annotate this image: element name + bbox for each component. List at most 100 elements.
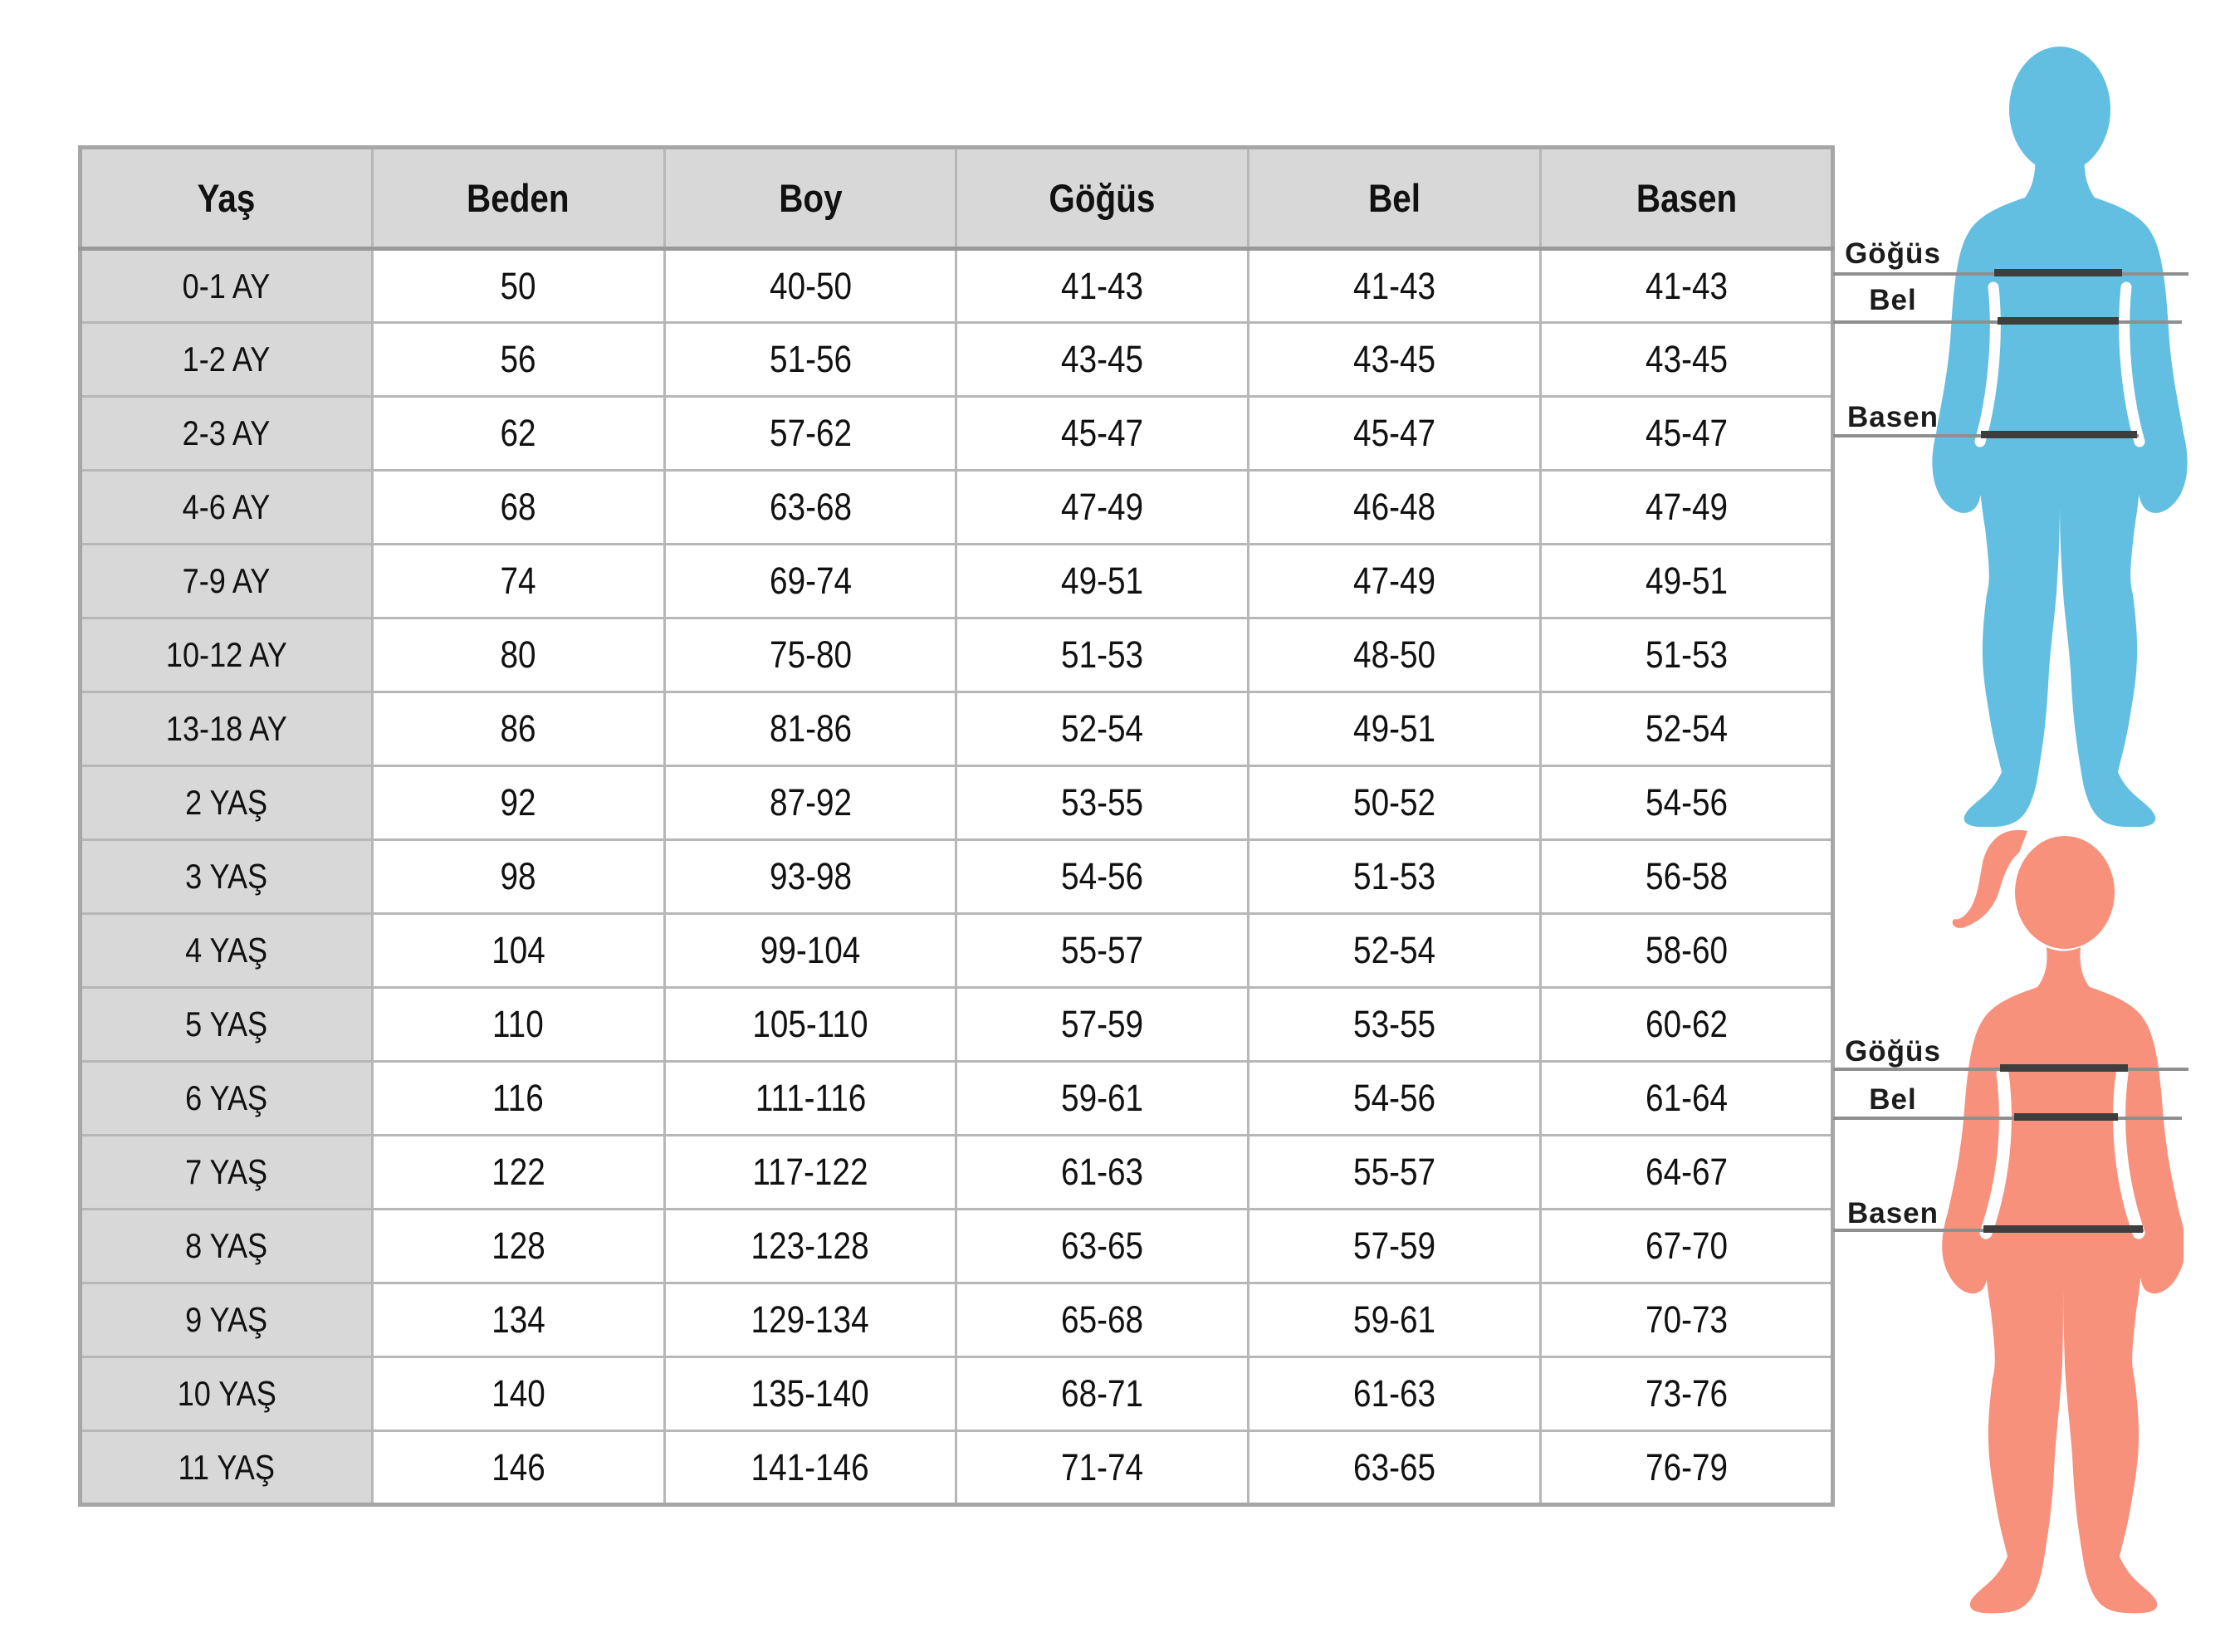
size-cell: 41-43 bbox=[955, 247, 1250, 324]
girl-bel-line-thin bbox=[1833, 1117, 2182, 1120]
boy-basen-line-thick bbox=[1981, 431, 2137, 438]
col-header-boy: Boy bbox=[663, 146, 958, 251]
size-cell: 64-67 bbox=[1539, 1134, 1834, 1210]
boy-gogus-line-thick bbox=[1994, 269, 2122, 276]
table-row: 13-18 AY 86 81-86 52-54 49-51 52-54 bbox=[79, 691, 1834, 767]
size-cell: 110 bbox=[370, 986, 666, 1063]
row-label: 0-1 AY bbox=[79, 247, 374, 324]
girl-gogus-label: Göğüs bbox=[1845, 1035, 1941, 1068]
size-cell: 50-52 bbox=[1247, 765, 1543, 841]
size-cell: 76-79 bbox=[1539, 1430, 1834, 1506]
girl-head bbox=[2015, 836, 2115, 949]
girl-silhouette bbox=[1942, 829, 2184, 1614]
size-cell: 45-47 bbox=[1247, 395, 1543, 472]
row-label: 10-12 AY bbox=[79, 617, 374, 693]
size-cell: 43-45 bbox=[1539, 321, 1834, 398]
girl-arm-gap-right bbox=[2113, 1067, 2145, 1239]
table-row: 2 YAŞ 92 87-92 53-55 50-52 54-56 bbox=[79, 765, 1834, 841]
header-row: Yaş Beden Boy Göğüs Bel Basen bbox=[79, 146, 1834, 251]
row-label: 4 YAŞ bbox=[79, 912, 374, 989]
table-row: 4-6 AY 68 63-68 47-49 46-48 47-49 bbox=[79, 469, 1834, 545]
row-label: 11 YAŞ bbox=[79, 1430, 374, 1506]
size-cell: 74 bbox=[370, 543, 666, 619]
size-cell: 65-68 bbox=[955, 1282, 1250, 1358]
size-cell: 61-63 bbox=[1247, 1356, 1543, 1432]
col-header-yas: Yaş bbox=[79, 146, 374, 251]
row-label: 8 YAŞ bbox=[79, 1208, 374, 1284]
table-row: 2-3 AY 62 57-62 45-47 45-47 45-47 bbox=[79, 395, 1834, 472]
size-cell: 63-68 bbox=[663, 469, 958, 545]
size-cell: 123-128 bbox=[663, 1208, 958, 1284]
boy-bel-label: Bel bbox=[1869, 284, 1917, 316]
row-label: 1-2 AY bbox=[79, 321, 374, 398]
size-cell: 93-98 bbox=[663, 838, 958, 915]
size-cell: 69-74 bbox=[663, 543, 958, 619]
size-cell: 116 bbox=[370, 1060, 666, 1136]
col-header-beden: Beden bbox=[370, 146, 666, 251]
size-cell: 135-140 bbox=[663, 1356, 958, 1432]
size-cell: 122 bbox=[370, 1134, 666, 1210]
girl-basen-line-thick bbox=[1983, 1225, 2143, 1233]
table-row: 4 YAŞ 104 99-104 55-57 52-54 58-60 bbox=[79, 912, 1834, 989]
size-cell: 51-56 bbox=[663, 321, 958, 398]
size-cell: 70-73 bbox=[1539, 1282, 1834, 1358]
size-cell: 104 bbox=[370, 912, 666, 989]
boy-arm-gap-left bbox=[1974, 281, 2001, 447]
size-cell: 47-49 bbox=[1247, 543, 1543, 619]
size-cell: 61-64 bbox=[1539, 1060, 1834, 1136]
size-cell: 99-104 bbox=[663, 912, 958, 989]
size-cell: 51-53 bbox=[1247, 838, 1543, 915]
row-label: 7-9 AY bbox=[79, 543, 374, 619]
girl-body bbox=[1942, 947, 2184, 1614]
size-cell: 46-48 bbox=[1247, 469, 1543, 545]
size-cell: 59-61 bbox=[1247, 1282, 1543, 1358]
size-cell: 73-76 bbox=[1539, 1356, 1834, 1432]
table-row: 10 YAŞ 140 135-140 68-71 61-63 73-76 bbox=[79, 1356, 1834, 1432]
size-cell: 40-50 bbox=[663, 247, 958, 324]
row-label: 4-6 AY bbox=[79, 469, 374, 545]
size-cell: 53-55 bbox=[955, 765, 1250, 841]
size-cell: 134 bbox=[370, 1282, 666, 1358]
size-cell: 81-86 bbox=[663, 691, 958, 767]
table-row: 11 YAŞ 146 141-146 71-74 63-65 76-79 bbox=[79, 1430, 1834, 1506]
size-cell: 54-56 bbox=[955, 838, 1250, 915]
size-cell: 52-54 bbox=[1539, 691, 1834, 767]
row-label: 9 YAŞ bbox=[79, 1282, 374, 1358]
boy-head bbox=[2009, 46, 2110, 173]
size-cell: 141-146 bbox=[663, 1430, 958, 1506]
size-cell: 52-54 bbox=[955, 691, 1250, 767]
table-row: 7-9 AY 74 69-74 49-51 47-49 49-51 bbox=[79, 543, 1834, 619]
size-cell: 59-61 bbox=[955, 1060, 1250, 1136]
size-cell: 55-57 bbox=[955, 912, 1250, 989]
size-cell: 45-47 bbox=[955, 395, 1250, 472]
size-cell: 60-62 bbox=[1539, 986, 1834, 1063]
size-cell: 57-62 bbox=[663, 395, 958, 472]
col-header-bel: Bel bbox=[1247, 146, 1543, 251]
table-row: 0-1 AY 50 40-50 41-43 41-43 41-43 bbox=[79, 247, 1834, 324]
col-header-basen: Basen bbox=[1539, 146, 1834, 251]
table-row: 1-2 AY 56 51-56 43-45 43-45 43-45 bbox=[79, 321, 1834, 398]
girl-gogus-line-thick bbox=[2000, 1064, 2128, 1072]
size-cell: 63-65 bbox=[955, 1208, 1250, 1284]
size-cell: 67-70 bbox=[1539, 1208, 1834, 1284]
size-cell: 86 bbox=[370, 691, 666, 767]
size-cell: 47-49 bbox=[955, 469, 1250, 545]
row-label: 2 YAŞ bbox=[79, 765, 374, 841]
size-cell: 47-49 bbox=[1539, 469, 1834, 545]
size-cell: 49-51 bbox=[1247, 691, 1543, 767]
row-label: 10 YAŞ bbox=[79, 1356, 374, 1432]
size-cell: 55-57 bbox=[1247, 1134, 1543, 1210]
size-cell: 68-71 bbox=[955, 1356, 1250, 1432]
girl-bel-label: Bel bbox=[1869, 1083, 1917, 1116]
size-cell: 43-45 bbox=[955, 321, 1250, 398]
table-row: 3 YAŞ 98 93-98 54-56 51-53 56-58 bbox=[79, 838, 1834, 915]
size-cell: 43-45 bbox=[1247, 321, 1543, 398]
row-label: 3 YAŞ bbox=[79, 838, 374, 915]
row-label: 5 YAŞ bbox=[79, 986, 374, 1063]
size-cell: 92 bbox=[370, 765, 666, 841]
size-cell: 128 bbox=[370, 1208, 666, 1284]
size-cell: 48-50 bbox=[1247, 617, 1543, 693]
table-row: 6 YAŞ 116 111-116 59-61 54-56 61-64 bbox=[79, 1060, 1834, 1136]
boy-bel-line-thick bbox=[1998, 317, 2119, 325]
size-cell: 54-56 bbox=[1247, 1060, 1543, 1136]
